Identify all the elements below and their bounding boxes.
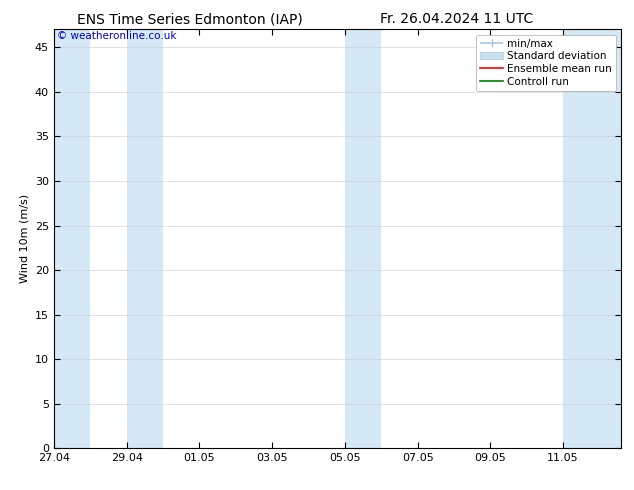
Legend: min/max, Standard deviation, Ensemble mean run, Controll run: min/max, Standard deviation, Ensemble me… — [476, 35, 616, 91]
Text: ENS Time Series Edmonton (IAP): ENS Time Series Edmonton (IAP) — [77, 12, 303, 26]
Bar — [127, 29, 163, 448]
Y-axis label: Wind 10m (m/s): Wind 10m (m/s) — [20, 195, 29, 283]
Bar — [54, 29, 90, 448]
Text: Fr. 26.04.2024 11 UTC: Fr. 26.04.2024 11 UTC — [380, 12, 533, 26]
Bar — [345, 29, 381, 448]
Bar — [563, 29, 621, 448]
Text: © weatheronline.co.uk: © weatheronline.co.uk — [56, 31, 176, 42]
